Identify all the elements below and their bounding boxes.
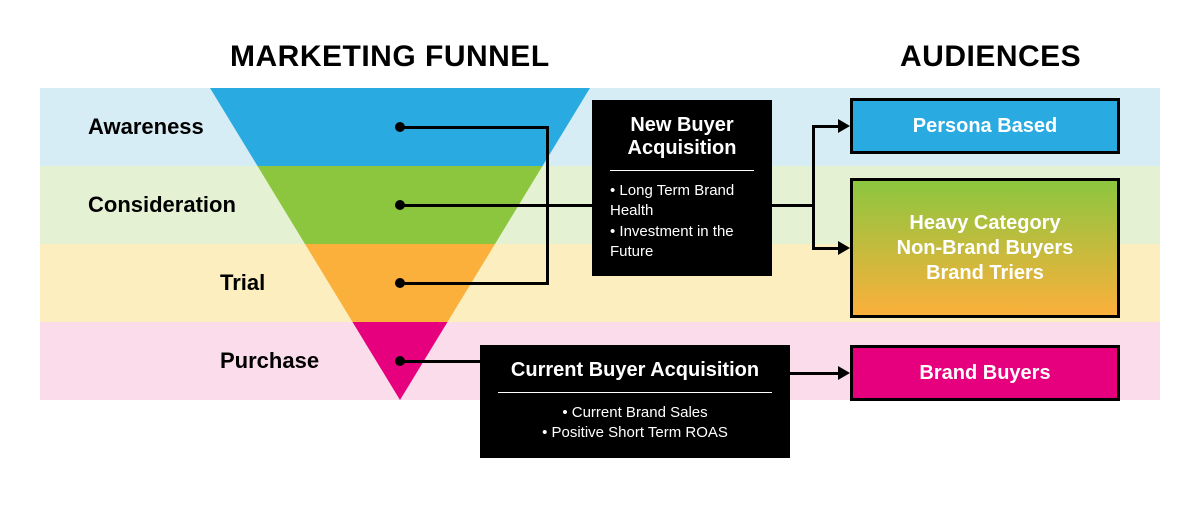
connector-arrow-brandbuyers [790,372,838,375]
arrowhead-brandbuyers [838,366,850,380]
connector-stage-consideration [400,204,549,207]
connector-collector-to-newbuyer [546,204,592,207]
connector-newbuyer-split [812,125,815,250]
bullet: Current Brand Sales [498,403,772,423]
connector-purchase-to-current [400,360,480,363]
connector-stage-trial [400,282,549,285]
connector-newbuyer-out [772,204,815,207]
connector-arrow-middle [812,247,838,250]
diagram-canvas: MARKETING FUNNEL AUDIENCES Awareness Cons… [0,0,1200,520]
divider [498,392,772,393]
audience-label: Brand Buyers [919,361,1050,386]
arrowhead-middle [838,241,850,255]
arrowhead-persona [838,119,850,133]
callout-current-buyer-title: Current Buyer Acquisition [498,359,772,382]
audience-label: Persona Based [913,114,1058,139]
stage-label-consideration: Consideration [88,192,236,218]
audience-persona-based: Persona Based [850,98,1120,154]
audience-label: Non-Brand Buyers [897,236,1074,261]
stage-label-trial: Trial [220,270,265,296]
bullet: Long Term Brand Health [610,181,754,222]
callout-new-buyer-bullets: Long Term Brand Health Investment in the… [610,181,754,262]
connector-stage-awareness [400,126,549,129]
bullet: Investment in the Future [610,222,754,263]
callout-new-buyer: New Buyer Acquisition Long Term Brand He… [592,100,772,276]
callout-current-buyer: Current Buyer Acquisition Current Brand … [480,345,790,458]
stage-label-awareness: Awareness [88,114,204,140]
divider [610,170,754,171]
heading-funnel: MARKETING FUNNEL [230,40,550,74]
audience-label: Heavy Category [909,211,1060,236]
heading-audiences: AUDIENCES [900,40,1081,74]
stage-label-purchase: Purchase [220,348,319,374]
callout-new-buyer-title: New Buyer Acquisition [610,114,754,160]
audience-brand-buyers: Brand Buyers [850,345,1120,401]
audience-category-nonbrand-triers: Heavy Category Non-Brand Buyers Brand Tr… [850,178,1120,318]
bullet: Positive Short Term ROAS [498,423,772,443]
audience-label: Brand Triers [926,261,1044,286]
connector-arrow-persona [812,125,838,128]
callout-current-buyer-bullets: Current Brand Sales Positive Short Term … [498,403,772,444]
